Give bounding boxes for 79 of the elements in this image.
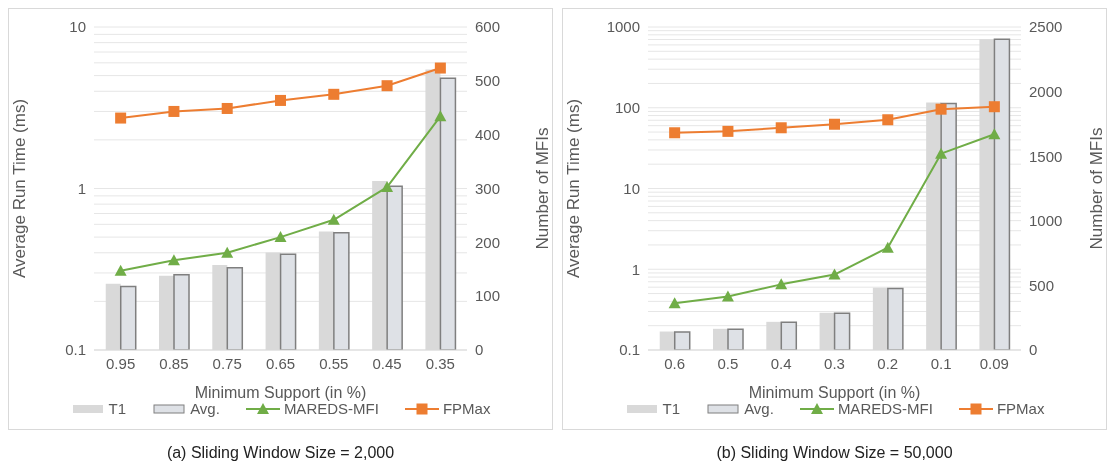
legend-label: T1	[108, 400, 127, 417]
x-tick-label: 0.6	[664, 354, 686, 372]
legend-label: T1	[662, 400, 681, 417]
y-tick-label: 1000	[606, 18, 640, 36]
x-tick-label: 0.75	[212, 354, 242, 372]
point	[381, 80, 393, 92]
point	[327, 213, 340, 225]
y-tick-label: 100	[614, 99, 640, 117]
point	[168, 105, 180, 117]
point	[328, 88, 340, 100]
y2-axis-title: Number of MFIs	[1087, 127, 1107, 250]
point	[721, 290, 734, 302]
point	[274, 231, 287, 243]
text: (a) Sliding Window Size = 2,000	[165, 444, 396, 462]
x-tick-label: 0.95	[106, 354, 136, 372]
x-tick-label: 0.35	[425, 354, 455, 372]
y-axis-title: Average Run Time (ms)	[564, 98, 584, 279]
point	[935, 147, 948, 159]
point	[115, 112, 127, 124]
y2-tick-label: 1500	[1029, 147, 1063, 165]
x-tick-label: 0.5	[717, 354, 739, 372]
x-tick-label: 0.2	[877, 354, 899, 372]
legend-label: Avg.	[744, 400, 774, 417]
x-axis-title: Minimum Support (in %)	[748, 384, 921, 401]
y2-tick-label: 2000	[1029, 82, 1063, 100]
point	[434, 62, 446, 74]
y-tick-label: 10	[69, 18, 86, 36]
y2-tick-label: 200	[475, 233, 501, 251]
x-axis-title: Minimum Support (in %)	[194, 384, 367, 401]
x-tick-label: 0.55	[319, 354, 349, 372]
legend-label: MAREDS-MFI	[283, 400, 379, 417]
point	[775, 122, 787, 134]
legend-label: MAREDS-MFI	[837, 400, 933, 417]
point	[881, 241, 894, 253]
x-tick-label: 0.4	[770, 354, 792, 372]
y2-tick-label: 1000	[1029, 212, 1063, 230]
x-tick-label: 0.09	[979, 354, 1009, 372]
y2-tick-label: 400	[475, 125, 501, 143]
y-axis-title: Average Run Time (ms)	[10, 98, 30, 279]
point	[828, 268, 841, 280]
y2-tick-label: 500	[1029, 276, 1055, 294]
point	[167, 254, 180, 266]
y2-tick-label: 0	[1029, 341, 1038, 359]
y2-tick-label: 600	[475, 18, 501, 36]
point	[988, 101, 1000, 113]
legend-label: FPMax	[996, 400, 1045, 417]
y2-tick-label: 100	[475, 287, 501, 305]
y2-tick-label: 2500	[1029, 18, 1063, 36]
legend-label: Avg.	[190, 400, 220, 417]
y2-tick-label: 0	[475, 341, 484, 359]
text: (b) Sliding Window Size = 50,000	[715, 444, 954, 462]
point	[275, 94, 286, 106]
x-tick-label: 0.85	[159, 354, 189, 372]
x-tick-label: 0.45	[372, 354, 402, 372]
y2-tick-label: 300	[475, 179, 501, 197]
y-tick-label: 0.1	[65, 341, 86, 359]
x-tick-label: 0.65	[265, 354, 296, 372]
point	[882, 114, 894, 126]
y2-tick-label: 500	[475, 72, 501, 90]
point	[381, 181, 394, 193]
y-tick-label: 0.1	[619, 341, 640, 359]
y2-axis-title: Number of MFIs	[533, 127, 553, 250]
point	[988, 128, 1001, 140]
y-tick-label: 10	[623, 179, 640, 197]
point	[669, 127, 681, 139]
x-tick-label: 0.3	[824, 354, 845, 372]
y-tick-label: 1	[77, 179, 86, 197]
point	[221, 102, 233, 114]
x-tick-label: 0.1	[930, 354, 952, 372]
point	[722, 125, 734, 137]
point	[668, 297, 681, 309]
point	[221, 246, 234, 258]
point	[829, 118, 840, 130]
point	[775, 278, 788, 290]
point	[114, 264, 127, 276]
point	[434, 110, 447, 122]
point	[935, 103, 947, 115]
legend-label: FPMax	[442, 400, 491, 417]
y-tick-label: 1	[631, 260, 640, 278]
